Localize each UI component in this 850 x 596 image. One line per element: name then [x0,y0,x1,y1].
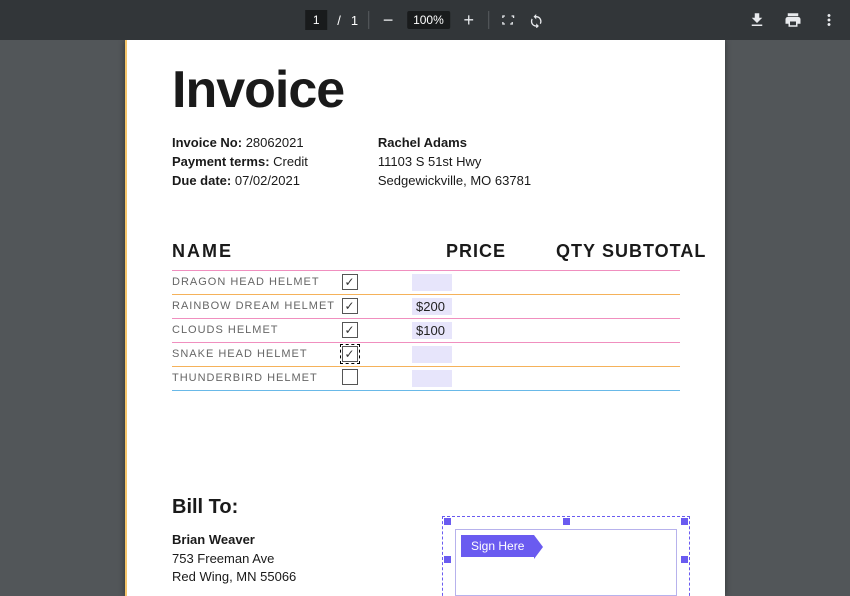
item-name: SNAKE HEAD HELMET [172,348,342,360]
due-value: 07/02/2021 [235,173,300,188]
rotate-button[interactable] [527,11,545,29]
invoice-meta-left: Invoice No: 28062021 Payment terms: Cred… [172,134,308,191]
invoice-page: Invoice Invoice No: 28062021 Payment ter… [125,40,725,596]
invoice-meta: Invoice No: 28062021 Payment terms: Cred… [172,134,680,191]
signature-field[interactable]: Sign Here [447,521,685,596]
item-checkbox[interactable] [342,369,358,385]
col-name: NAME [172,241,412,262]
item-name: RAINBOW DREAM HELMET [172,300,342,312]
resize-handle[interactable] [444,556,451,563]
table-row: THUNDERBIRD HELMET [172,366,680,390]
items-table: NAME PRICE QTY SUBTOTAL DRAGON HEAD HELM… [172,241,680,391]
toolbar-center: 1 / 1 − 100% + [305,10,545,30]
invoice-title: Invoice [172,60,680,120]
table-row: SNAKE HEAD HELMET✓ [172,342,680,366]
item-name: CLOUDS HELMET [172,324,342,336]
page-current-input[interactable]: 1 [305,10,327,30]
page-total: 1 [351,13,358,28]
resize-handle[interactable] [444,518,451,525]
terms-value: Credit [273,154,308,169]
item-checkbox[interactable]: ✓ [342,274,358,290]
price-field[interactable] [412,274,452,291]
fit-page-button[interactable] [499,11,517,29]
price-field[interactable] [412,346,452,363]
bill-to-heading: Bill To: [172,493,296,521]
price-field[interactable]: $200 [412,298,452,315]
print-button[interactable] [784,11,802,29]
from-name: Rachel Adams [378,135,467,150]
toolbar-divider [368,11,369,29]
item-checkbox[interactable]: ✓ [342,298,358,314]
col-subtotal: SUBTOTAL [602,241,692,262]
bill-to: Bill To: Brian Weaver 753 Freeman Ave Re… [172,493,296,586]
sign-here-tag: Sign Here [461,535,534,557]
invoice-no: 28062021 [246,135,304,150]
price-field[interactable]: $100 [412,322,452,339]
more-menu-button[interactable] [820,11,838,29]
table-row: RAINBOW DREAM HELMET✓ $200 [172,294,680,318]
page-separator: / [337,13,341,28]
toolbar-divider [488,11,489,29]
col-qty: QTY [512,241,602,262]
resize-handle[interactable] [563,518,570,525]
item-name: DRAGON HEAD HELMET [172,276,342,288]
toolbar-right [748,11,838,29]
bill-line1: 753 Freeman Ave [172,550,296,568]
invoice-meta-right: Rachel Adams 11103 S 51st Hwy Sedgewickv… [378,134,531,191]
bill-line2: Red Wing, MN 55066 [172,568,296,586]
item-checkbox[interactable]: ✓ [342,346,358,362]
page-area: Invoice Invoice No: 28062021 Payment ter… [0,40,850,596]
resize-handle[interactable] [681,556,688,563]
from-line2: Sedgewickville, MO 63781 [378,172,531,191]
zoom-in-button[interactable]: + [460,11,478,29]
table-row: CLOUDS HELMET✓ $100 [172,318,680,342]
price-field[interactable] [412,370,452,387]
table-header: NAME PRICE QTY SUBTOTAL [172,241,680,270]
item-checkbox[interactable]: ✓ [342,322,358,338]
zoom-level[interactable]: 100% [407,11,450,29]
table-row: DRAGON HEAD HELMET✓ [172,270,680,294]
pdf-toolbar: 1 / 1 − 100% + [0,0,850,40]
due-label: Due date: [172,173,231,188]
bill-name: Brian Weaver [172,531,296,549]
download-button[interactable] [748,11,766,29]
terms-label: Payment terms: [172,154,270,169]
signature-box[interactable]: Sign Here [455,529,677,596]
from-line1: 11103 S 51st Hwy [378,153,531,172]
resize-handle[interactable] [681,518,688,525]
invoice-no-label: Invoice No: [172,135,242,150]
item-name: THUNDERBIRD HELMET [172,372,342,384]
col-price: PRICE [412,241,512,262]
zoom-out-button[interactable]: − [379,11,397,29]
